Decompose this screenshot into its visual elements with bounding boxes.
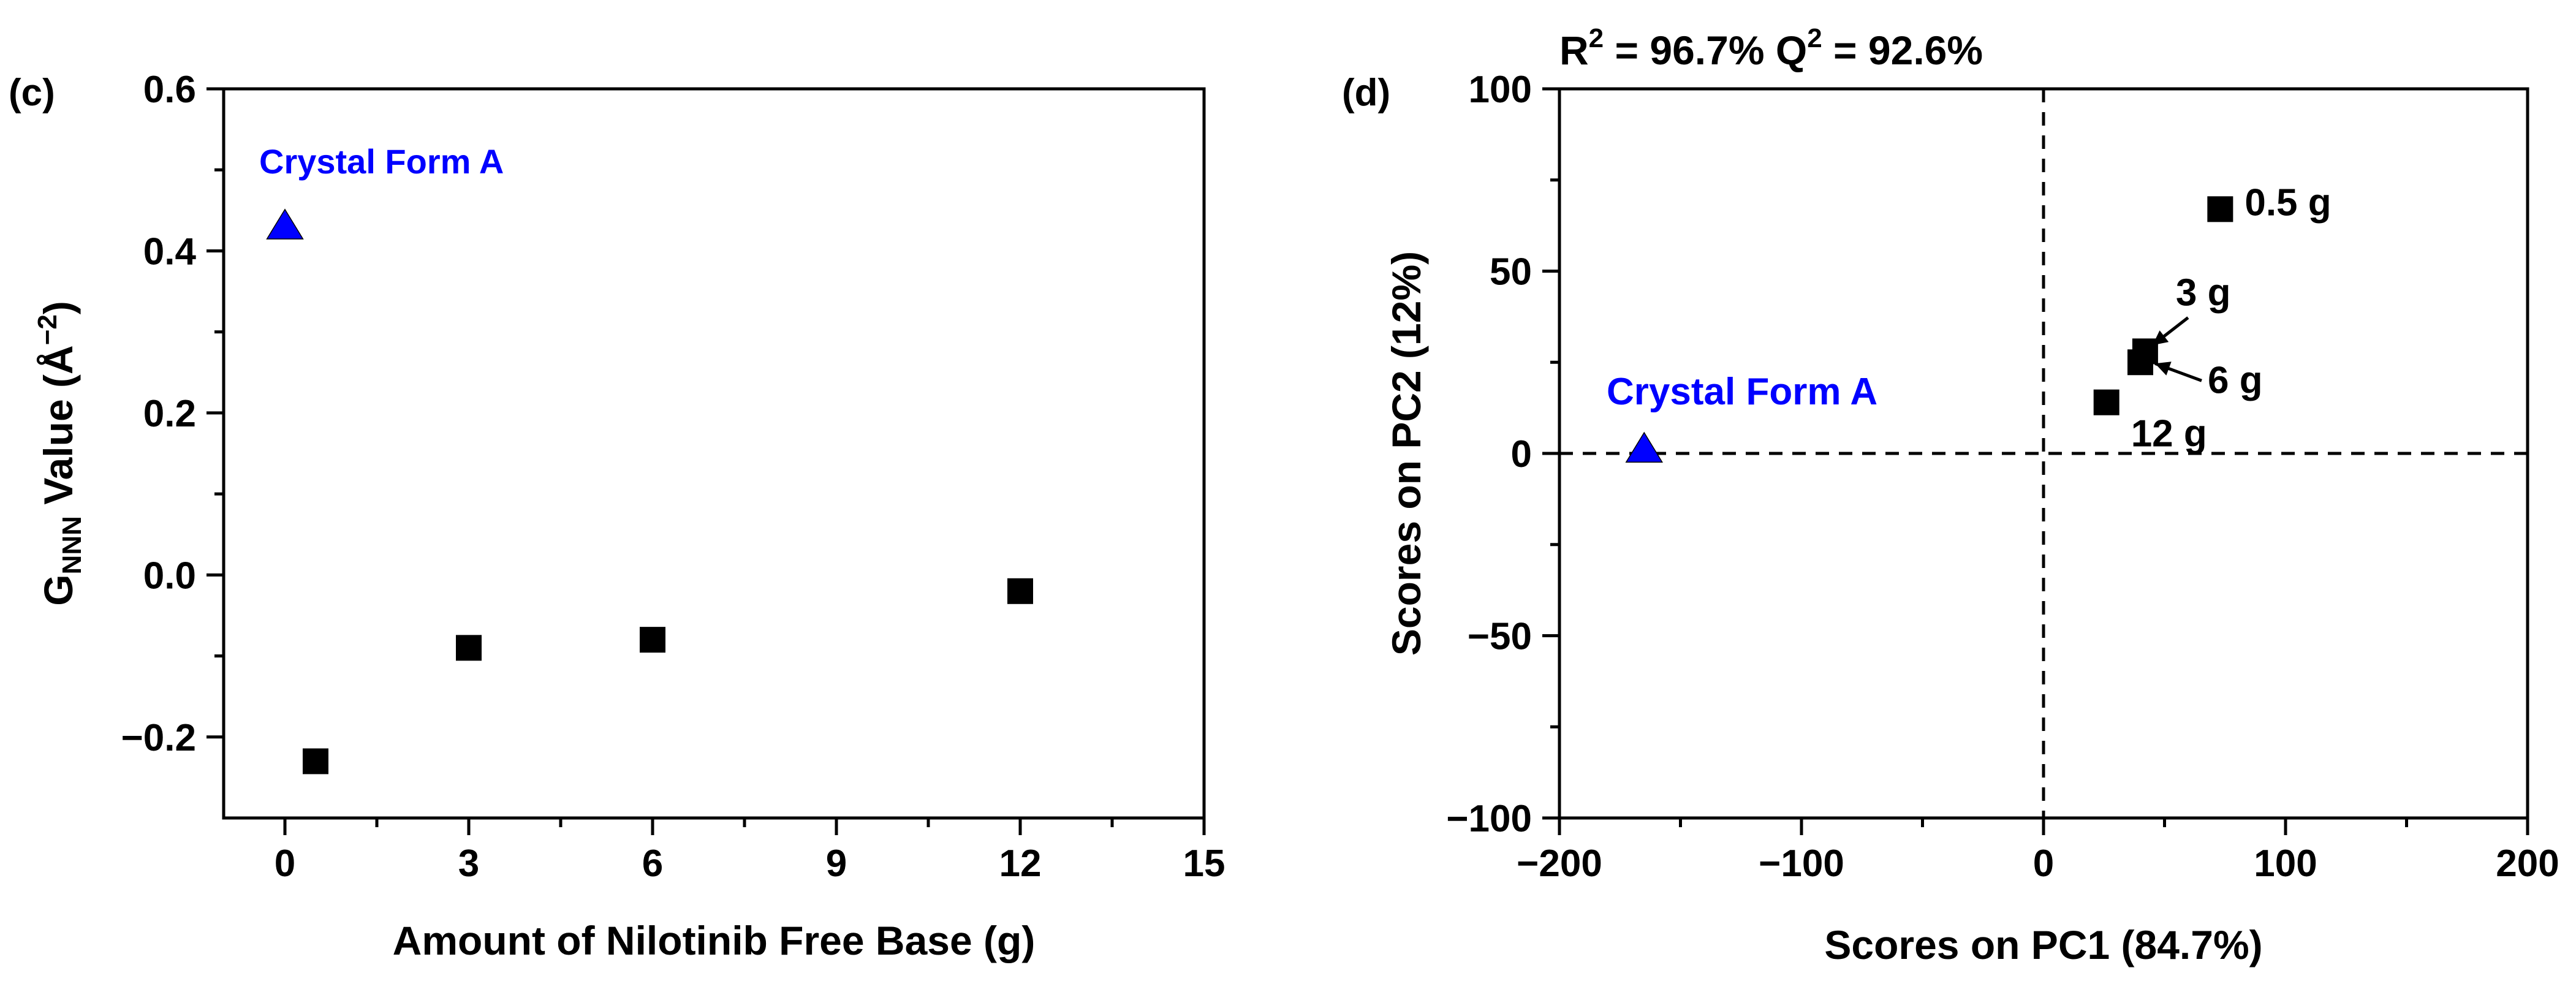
data-point-square-1 [2093, 389, 2120, 415]
y-tick-label-0: 0.0 [143, 555, 196, 597]
title-r-sup: 2 [1589, 23, 1604, 53]
y-axis-label-d: Scores on PC2 (12%) [1384, 251, 1429, 656]
data-point-triangle-1 [1625, 431, 1663, 463]
axis-ticks-c: 0 3 6 9 12 15 −0.2 0.0 0.2 0.4 0.6 [121, 69, 1225, 885]
point-label: 6 g [2208, 359, 2263, 401]
annotation-crystal-form-a-d: Crystal Form A [1607, 371, 1877, 413]
x-tick-label-1: 0 [2033, 842, 2054, 885]
title-r-label: R [1559, 28, 1589, 73]
y-label-end-c: ) [36, 301, 81, 314]
y-label-sub-c: NNN [57, 516, 87, 574]
data-point-square-0 [456, 635, 482, 661]
point-labels-d: 0.5 g 3 g 6 g12 g [2131, 181, 2332, 455]
y-label-sup-c: −2 [32, 314, 63, 345]
y-tick-label-1: −100 [1446, 798, 1532, 840]
plot-frame-c [222, 87, 1206, 820]
x-tick-label-0: 15 [1183, 842, 1225, 885]
data-marks-c [266, 208, 1033, 774]
y-label-main-c: G [36, 574, 81, 605]
y-label-rest-c: Value (Å [36, 345, 81, 516]
y-tick-label-0: −0.2 [121, 717, 196, 759]
x-tick-label-0: 9 [826, 842, 847, 885]
data-point-square-0 [303, 748, 328, 774]
data-point-square-0 [1007, 578, 1033, 604]
y-tick-label-0: 0.2 [143, 393, 196, 435]
title-q-sup: 2 [1807, 23, 1822, 53]
point-label: 12 g [2131, 413, 2207, 455]
data-point-triangle-0 [266, 208, 304, 240]
x-tick-label-1: −100 [1759, 842, 1844, 885]
y-axis-label-c: GNNN Value (Å−2) [32, 301, 87, 606]
y-tick-label-0: 0.6 [143, 69, 196, 111]
data-point-square-0 [640, 627, 665, 653]
y-tick-label-0: 0.4 [143, 230, 197, 273]
chart-title-d: R2 = 96.7% Q2 = 92.6% [1559, 23, 1983, 73]
title-r-value: = 96.7% [1604, 28, 1776, 73]
x-tick-label-0: 6 [642, 842, 663, 885]
annotation-crystal-form-a-c: Crystal Form A [259, 142, 504, 181]
x-tick-label-1: −200 [1517, 842, 1602, 885]
x-tick-label-0: 3 [458, 842, 479, 885]
y-tick-label-1: 0 [1511, 433, 1532, 475]
label-arrow-head [2155, 362, 2172, 376]
x-tick-label-0: 0 [275, 842, 295, 885]
title-q-value: = 92.6% [1822, 28, 1983, 73]
x-axis-label-c: Amount of Nilotinib Free Base (g) [393, 918, 1036, 963]
label-arrows-d [2151, 316, 2202, 382]
y-tick-label-1: −50 [1468, 616, 1532, 658]
data-point-square-1 [2207, 196, 2233, 222]
x-tick-label-1: 100 [2254, 842, 2317, 885]
panel-label-d: (d) [1342, 72, 1390, 114]
title-q-label: Q [1776, 28, 1807, 73]
panel-c: (c) 0 3 6 9 12 15 −0.2 0.0 0.2 0.4 0.6 Crystal For… [9, 69, 1225, 963]
x-tick-label-1: 200 [2496, 842, 2559, 885]
y-tick-label-1: 50 [1490, 251, 1532, 293]
x-tick-label-0: 12 [999, 842, 1042, 885]
y-tick-label-1: 100 [1469, 69, 1532, 111]
panel-d: (d) R2 = 96.7% Q2 = 92.6% −200 −100 0 100 20… [1342, 23, 2559, 967]
data-point-square-1 [2127, 349, 2153, 376]
x-axis-label-d: Scores on PC1 (84.7%) [1824, 922, 2262, 967]
data-marks-d [1625, 196, 2233, 463]
point-label: 0.5 g [2245, 181, 2331, 224]
panel-label-c: (c) [9, 72, 55, 114]
point-label: 3 g [2176, 271, 2231, 314]
